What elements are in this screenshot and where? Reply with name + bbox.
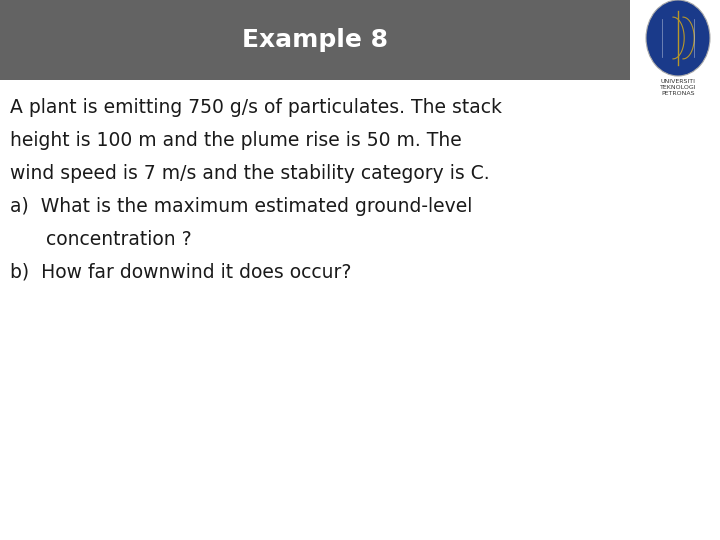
Text: A plant is emitting 750 g/s of particulates. The stack: A plant is emitting 750 g/s of particula… <box>10 98 502 117</box>
Text: UNIVERSITI
TEKNOLOGI
PETRONAS: UNIVERSITI TEKNOLOGI PETRONAS <box>660 79 696 97</box>
Text: b)  How far downwind it does occur?: b) How far downwind it does occur? <box>10 263 351 282</box>
Bar <box>0 0 630 80</box>
Text: height is 100 m and the plume rise is 50 m. The: height is 100 m and the plume rise is 50… <box>10 131 462 150</box>
Text: Example 8: Example 8 <box>242 28 388 52</box>
Ellipse shape <box>646 0 710 76</box>
Text: a)  What is the maximum estimated ground-level: a) What is the maximum estimated ground-… <box>10 197 472 216</box>
Text: concentration ?: concentration ? <box>10 230 192 249</box>
Text: wind speed is 7 m/s and the stability category is C.: wind speed is 7 m/s and the stability ca… <box>10 164 490 183</box>
